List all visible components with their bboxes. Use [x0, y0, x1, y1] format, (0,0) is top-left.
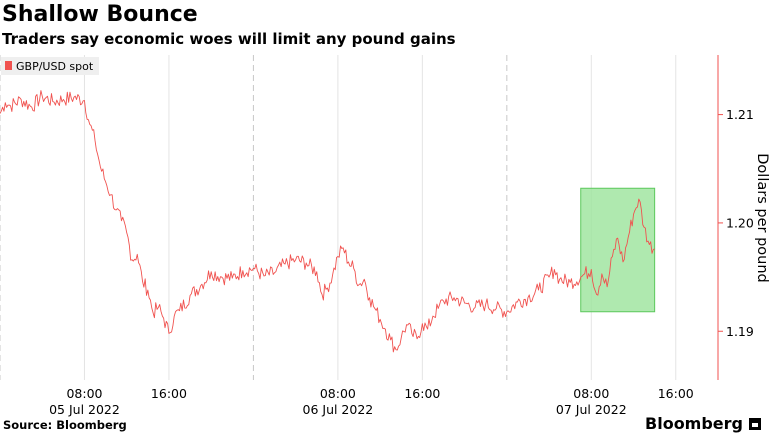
chart-title: Shallow Bounce [2, 2, 198, 27]
x-tick-label: 08:00 [66, 386, 102, 401]
gridlines [0, 55, 677, 380]
x-tick-label: 16:00 [404, 386, 440, 401]
y-axis-ticks: 1.19 1.20 1.21 [718, 107, 754, 339]
y-axis-label: Dollars per pound [754, 153, 770, 282]
x-tick-label: 16:00 [151, 386, 187, 401]
x-tick-date-label: 06 Jul 2022 [303, 402, 374, 417]
series-layer [0, 90, 655, 353]
highlight-box [580, 187, 656, 313]
series-line-gbp-usd [0, 90, 655, 353]
legend-label: GBP/USD spot [16, 60, 94, 73]
y-tick-label: 1.20 [726, 215, 754, 230]
legend-swatch-icon [5, 61, 12, 70]
x-tick-date-label: 05 Jul 2022 [49, 402, 120, 417]
x-tick-label: 08:00 [320, 386, 356, 401]
brand-logo: Bloomberg [645, 414, 743, 433]
x-tick-label: 08:00 [573, 386, 609, 401]
x-tick-date-label: 07 Jul 2022 [556, 402, 627, 417]
y-tick-label: 1.21 [726, 107, 754, 122]
chart-subtitle: Traders say economic woes will limit any… [2, 30, 456, 48]
source-note: Source: Bloomberg [3, 418, 127, 432]
y-tick-label: 1.19 [726, 324, 754, 339]
legend: GBP/USD spot [1, 57, 99, 75]
x-tick-label: 16:00 [658, 386, 694, 401]
bloomberg-terminal-icon [749, 418, 761, 430]
legend-background [1, 57, 99, 75]
